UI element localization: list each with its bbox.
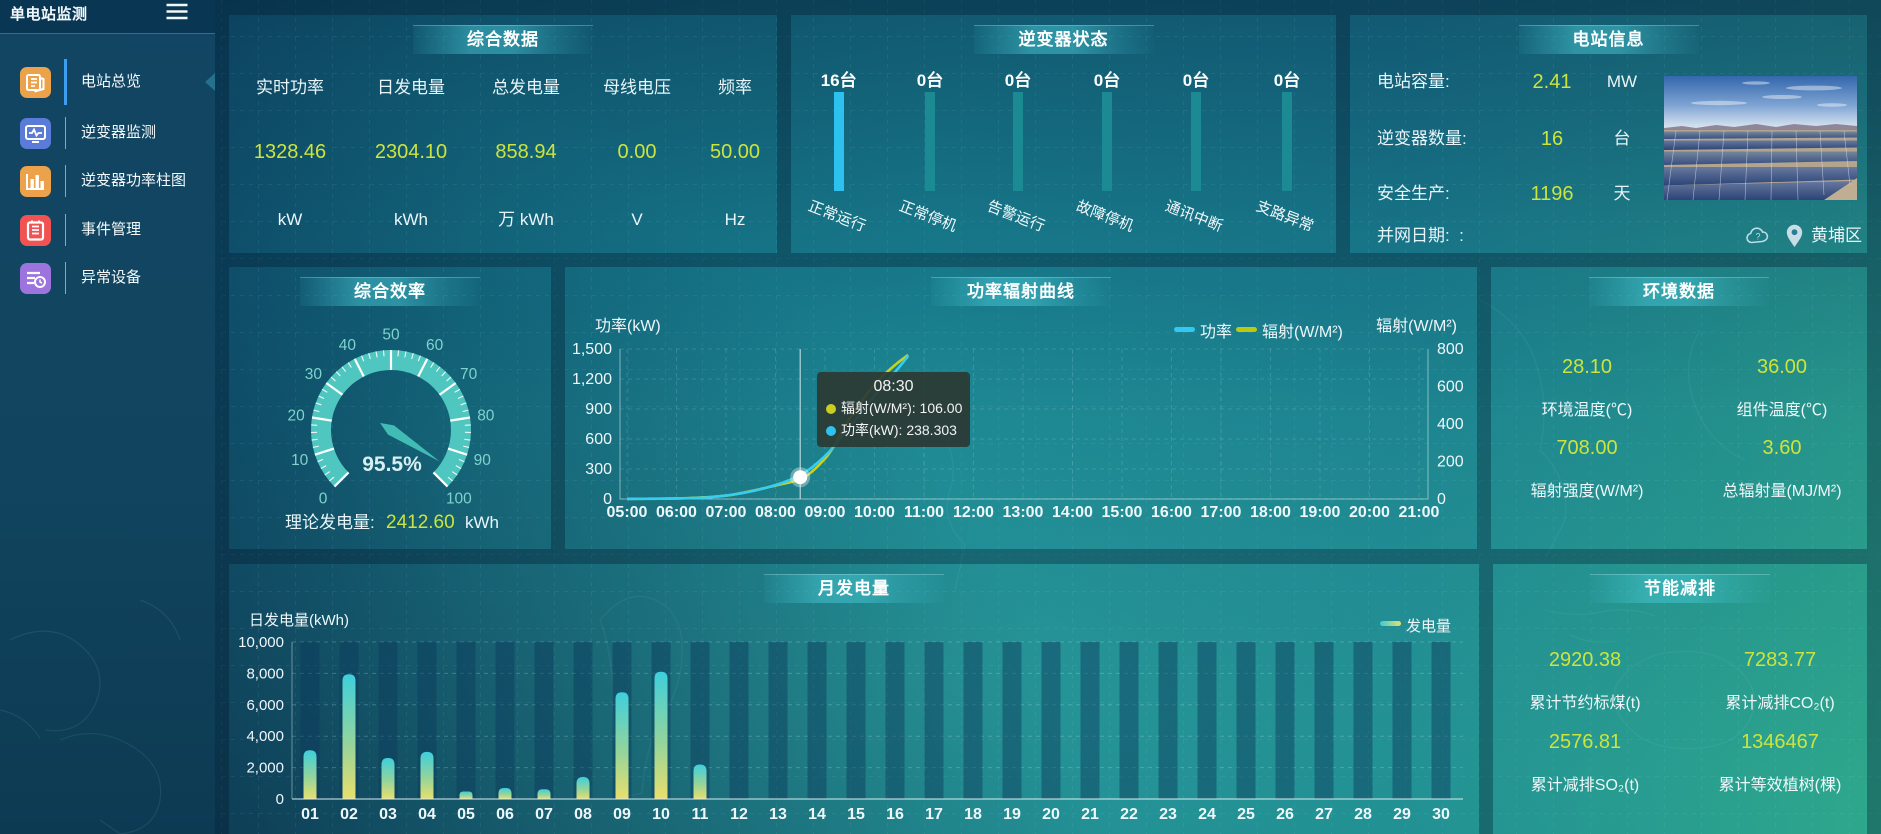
svg-text:0: 0 (1437, 491, 1446, 508)
svg-text:03: 03 (379, 806, 397, 823)
svg-text:15: 15 (847, 806, 865, 823)
svg-text:95.5%: 95.5% (362, 453, 422, 476)
svg-text:40: 40 (339, 337, 357, 354)
svg-text:600: 600 (585, 431, 612, 448)
svg-text:70: 70 (460, 366, 478, 383)
svg-text:29: 29 (1393, 806, 1411, 823)
svg-text:辐射(W/M²): 辐射(W/M²) (1262, 323, 1343, 341)
svg-text:06:00: 06:00 (656, 504, 697, 521)
svg-text:20:00: 20:00 (1349, 504, 1390, 521)
svg-text:?: ? (1756, 232, 1761, 242)
svg-text:27: 27 (1315, 806, 1333, 823)
svg-text:15:00: 15:00 (1102, 504, 1143, 521)
svg-text:04: 04 (418, 806, 436, 823)
svg-text:4,000: 4,000 (246, 728, 284, 745)
svg-text:辐射(W/M²): 辐射(W/M²) (1376, 317, 1457, 335)
svg-text:10: 10 (652, 806, 670, 823)
svg-text:11: 11 (692, 806, 709, 823)
svg-text:10:00: 10:00 (854, 504, 895, 521)
svg-text:02: 02 (340, 806, 358, 823)
svg-text:80: 80 (477, 407, 495, 424)
svg-text:17:00: 17:00 (1201, 504, 1242, 521)
svg-text:功率: 功率 (1200, 323, 1232, 341)
svg-text:日发电量(kWh): 日发电量(kWh) (249, 612, 349, 629)
svg-text:60: 60 (426, 337, 444, 354)
svg-text:8,000: 8,000 (246, 665, 284, 682)
svg-text:90: 90 (474, 452, 492, 469)
svg-text:05: 05 (457, 806, 475, 823)
svg-text:26: 26 (1276, 806, 1294, 823)
svg-text:09: 09 (613, 806, 631, 823)
svg-text:400: 400 (1437, 416, 1464, 433)
svg-text:12: 12 (730, 806, 748, 823)
svg-text:100: 100 (446, 490, 472, 507)
svg-text:10: 10 (291, 452, 309, 469)
svg-text:19:00: 19:00 (1300, 504, 1341, 521)
svg-text:800: 800 (1437, 341, 1464, 358)
svg-text:18:00: 18:00 (1250, 504, 1291, 521)
svg-text:23: 23 (1159, 806, 1177, 823)
svg-text:28: 28 (1354, 806, 1372, 823)
svg-text:10,000: 10,000 (238, 634, 284, 651)
svg-text:06: 06 (496, 806, 514, 823)
svg-text:0: 0 (276, 791, 284, 808)
svg-text:16: 16 (886, 806, 904, 823)
svg-text:21: 21 (1081, 806, 1099, 823)
svg-text:发电量: 发电量 (1406, 618, 1451, 635)
svg-text:08: 08 (574, 806, 592, 823)
svg-text:6,000: 6,000 (246, 697, 284, 714)
svg-text:13:00: 13:00 (1003, 504, 1044, 521)
svg-text:0: 0 (603, 491, 612, 508)
svg-text:16:00: 16:00 (1151, 504, 1192, 521)
svg-text:14:00: 14:00 (1052, 504, 1093, 521)
svg-text:900: 900 (585, 401, 612, 418)
svg-text:20: 20 (1042, 806, 1060, 823)
svg-text:600: 600 (1437, 379, 1464, 396)
svg-text:20: 20 (288, 407, 306, 424)
svg-text:24: 24 (1198, 806, 1216, 823)
svg-text:0: 0 (319, 490, 328, 507)
svg-text:11:00: 11:00 (904, 504, 944, 521)
svg-text:08:00: 08:00 (755, 504, 796, 521)
svg-text:25: 25 (1237, 806, 1255, 823)
svg-text:14: 14 (808, 806, 826, 823)
svg-text:12:00: 12:00 (953, 504, 994, 521)
svg-text:1,500: 1,500 (572, 341, 612, 358)
svg-text:功率(kW): 功率(kW) (595, 317, 661, 335)
svg-text:13: 13 (769, 806, 787, 823)
svg-text:09:00: 09:00 (805, 504, 846, 521)
svg-text:22: 22 (1120, 806, 1138, 823)
svg-text:01: 01 (301, 806, 319, 823)
svg-text:200: 200 (1437, 454, 1464, 471)
svg-text:50: 50 (382, 327, 400, 344)
svg-text:1,200: 1,200 (572, 371, 612, 388)
svg-text:21:00: 21:00 (1399, 504, 1440, 521)
svg-text:300: 300 (585, 461, 612, 478)
svg-text:17: 17 (925, 806, 943, 823)
svg-text:19: 19 (1003, 806, 1021, 823)
svg-text:07: 07 (535, 806, 553, 823)
svg-text:07:00: 07:00 (706, 504, 747, 521)
svg-text:30: 30 (1432, 806, 1450, 823)
svg-text:30: 30 (305, 366, 323, 383)
svg-text:18: 18 (964, 806, 982, 823)
svg-text:2,000: 2,000 (246, 760, 284, 777)
svg-text:05:00: 05:00 (607, 504, 648, 521)
